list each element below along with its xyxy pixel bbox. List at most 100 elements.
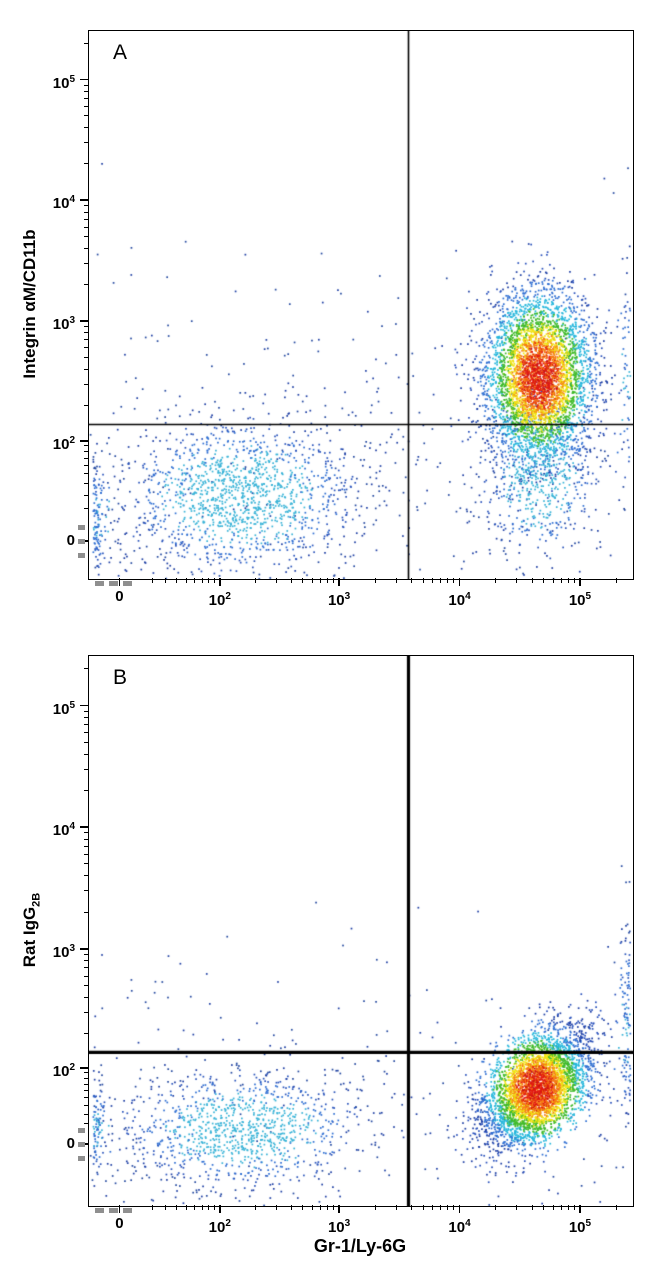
x-minor-tick xyxy=(176,578,178,583)
x-minor-tick xyxy=(440,578,442,583)
x-minor-tick xyxy=(201,1205,203,1210)
x-minor-tick xyxy=(447,1205,449,1210)
x-major-tick xyxy=(338,1205,340,1213)
y-minor-tick xyxy=(83,732,88,734)
x-minor-tick xyxy=(214,1205,215,1210)
x-minor-tick xyxy=(208,578,210,583)
y-minor-tick xyxy=(83,1011,88,1013)
y-minor-tick xyxy=(83,457,88,459)
x-minor-tick xyxy=(254,578,256,583)
y-minor-tick xyxy=(83,236,88,238)
x-minor-tick xyxy=(333,578,335,583)
y-minor-tick xyxy=(83,967,88,969)
y-minor-tick xyxy=(83,262,88,264)
y-major-tick xyxy=(80,199,88,202)
y-tick-label: 104 xyxy=(52,821,75,840)
y-axis-negative-marker xyxy=(78,525,85,531)
x-minor-tick xyxy=(560,1205,562,1210)
x-tick-label: 0 xyxy=(115,1215,124,1232)
y-minor-tick xyxy=(83,211,88,213)
y-minor-tick xyxy=(83,1083,88,1085)
x-major-tick xyxy=(218,1205,221,1213)
x-tick-label: 104 xyxy=(448,1218,471,1236)
y-minor-tick xyxy=(83,339,88,341)
x-minor-tick xyxy=(573,1205,575,1210)
y-minor-tick xyxy=(83,247,88,249)
x-minor-tick xyxy=(326,578,328,583)
y-major-tick xyxy=(80,704,88,707)
y-minor-tick xyxy=(83,890,88,892)
x-minor-tick xyxy=(531,1205,533,1210)
x-minor-tick xyxy=(495,1205,497,1210)
y-axis-negative-marker xyxy=(78,553,85,559)
y-minor-tick xyxy=(83,668,88,670)
y-minor-tick xyxy=(83,832,88,834)
y-tick-label: 104 xyxy=(52,194,75,213)
x-minor-tick xyxy=(453,578,455,583)
x-axis-title: Gr-1/Ly-6G xyxy=(313,1236,407,1256)
x-minor-tick xyxy=(447,578,449,583)
x-minor-tick xyxy=(151,578,153,583)
y-minor-tick xyxy=(83,451,88,453)
y-minor-tick xyxy=(83,1032,88,1034)
x-axis-negative-marker xyxy=(109,1207,119,1213)
y-minor-tick xyxy=(83,1113,88,1115)
x-minor-tick xyxy=(275,1205,277,1210)
x-minor-tick xyxy=(573,578,575,583)
x-minor-tick xyxy=(453,1205,455,1210)
x-minor-tick xyxy=(411,1205,413,1210)
y-minor-tick xyxy=(83,875,88,877)
x-minor-tick xyxy=(432,1205,434,1210)
y-minor-tick xyxy=(83,838,88,840)
y-minor-tick xyxy=(83,845,88,847)
y-minor-tick xyxy=(83,473,88,475)
x-minor-tick xyxy=(208,1205,210,1210)
x-major-tick xyxy=(338,578,340,586)
x-minor-tick xyxy=(302,1205,304,1210)
density-plot-canvas-b xyxy=(89,656,633,1206)
y-minor-tick xyxy=(83,741,88,743)
x-minor-tick xyxy=(302,578,304,583)
y-axis-negative-marker xyxy=(78,539,85,545)
y-minor-tick xyxy=(83,716,88,718)
y-minor-tick xyxy=(83,332,88,334)
panel-label-a: A xyxy=(113,41,128,64)
x-minor-tick xyxy=(374,578,376,583)
x-minor-tick xyxy=(432,578,434,583)
y-minor-tick xyxy=(83,1089,88,1091)
x-minor-tick xyxy=(516,578,518,583)
y-minor-tick xyxy=(83,368,88,370)
x-minor-tick xyxy=(311,578,313,583)
y-minor-tick xyxy=(83,383,88,385)
y-tick-label: 102 xyxy=(52,1061,75,1080)
y-minor-tick xyxy=(83,404,88,406)
y-minor-tick xyxy=(83,483,88,485)
y-minor-tick xyxy=(83,494,88,496)
x-minor-tick xyxy=(567,578,569,583)
x-minor-tick xyxy=(411,578,413,583)
y-minor-tick xyxy=(83,163,88,165)
x-minor-tick xyxy=(194,578,196,583)
x-minor-tick xyxy=(254,1205,256,1210)
x-major-tick xyxy=(218,578,221,586)
y-minor-tick xyxy=(83,996,88,998)
x-minor-tick xyxy=(374,1205,376,1210)
x-minor-tick xyxy=(516,1205,518,1210)
y-minor-tick xyxy=(83,356,88,358)
x-tick-label: 102 xyxy=(208,591,231,609)
y-minor-tick xyxy=(83,465,88,467)
x-minor-tick xyxy=(552,1205,554,1210)
x-tick-label: 103 xyxy=(327,1218,351,1236)
y-minor-tick xyxy=(83,97,88,99)
y-minor-tick xyxy=(83,508,88,509)
y-minor-tick xyxy=(83,1123,88,1125)
y-minor-tick xyxy=(83,142,88,144)
x-minor-tick xyxy=(552,578,554,583)
x-minor-tick xyxy=(186,578,188,583)
y-major-tick xyxy=(80,320,88,322)
x-minor-tick xyxy=(164,1205,166,1210)
x-minor-tick xyxy=(422,1205,424,1210)
x-minor-tick xyxy=(275,578,277,583)
y-minor-tick xyxy=(83,1077,88,1079)
x-minor-tick xyxy=(214,578,215,583)
